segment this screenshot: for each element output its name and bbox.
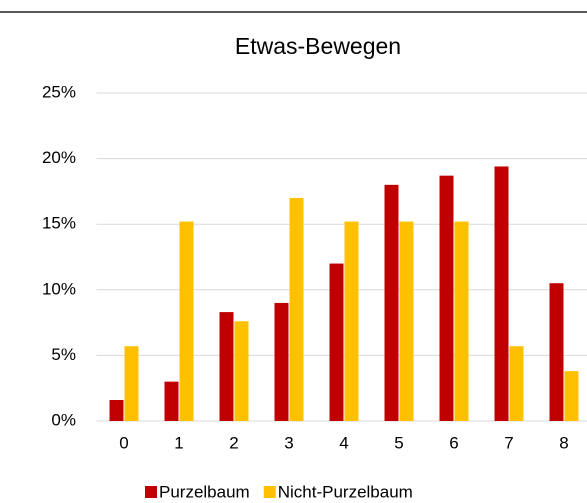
bar: [399, 221, 414, 421]
legend-swatch: [263, 486, 276, 498]
bar: [454, 221, 469, 421]
x-tick-label: 6: [449, 433, 458, 452]
y-tick-label: 5%: [51, 345, 76, 364]
x-tick-label: 1: [174, 433, 183, 452]
x-tick-label: 3: [284, 433, 293, 452]
bar: [109, 400, 124, 421]
bar: [274, 302, 289, 421]
x-tick-label: 5: [394, 433, 403, 452]
x-tick-label: 8: [559, 433, 568, 452]
bar: [439, 175, 454, 421]
bar: [344, 221, 359, 421]
legend-swatch: [145, 486, 157, 498]
y-tick-label: 20%: [42, 148, 76, 167]
y-tick-label: 25%: [42, 82, 76, 101]
bar: [289, 197, 304, 421]
y-tick-label: 0%: [51, 410, 76, 429]
bar: [509, 346, 524, 421]
bar: [329, 263, 344, 421]
legend-label: Nicht-Purzelbaum: [278, 482, 413, 501]
bar: [124, 346, 139, 421]
x-tick-label: 4: [339, 433, 348, 452]
x-tick-label: 7: [504, 433, 513, 452]
chart-title: Etwas-Bewegen: [235, 33, 401, 59]
bar: [564, 371, 579, 421]
bar: [549, 283, 564, 421]
bar: [384, 184, 399, 421]
bar: [234, 321, 249, 421]
y-tick-label: 15%: [42, 214, 76, 233]
bar: [494, 166, 509, 421]
x-tick-label: 2: [229, 433, 238, 452]
bar: [219, 312, 234, 421]
x-tick-label: 0: [119, 433, 128, 452]
y-tick-label: 10%: [42, 279, 76, 298]
bar: [164, 381, 179, 421]
bar: [179, 221, 194, 421]
legend-label: Purzelbaum: [159, 482, 250, 501]
